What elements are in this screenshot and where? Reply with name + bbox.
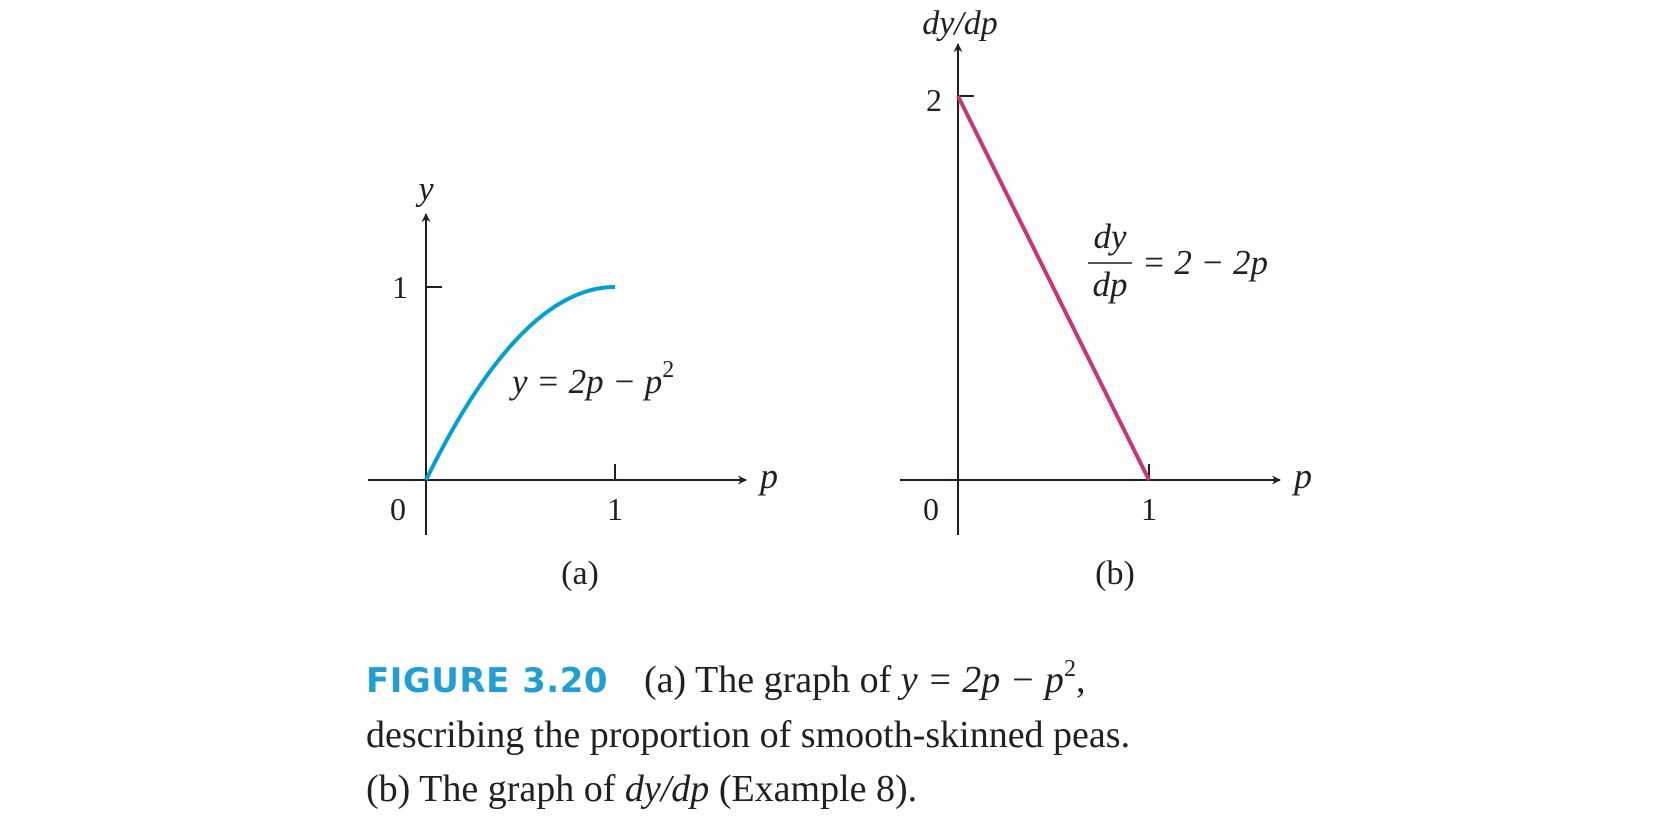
panel-b-x-axis-label: p bbox=[1291, 456, 1312, 496]
caption-line-1: FIGURE 3.20 (a) The graph of y = 2p − p2, bbox=[366, 642, 1566, 708]
panel-b: 0 1 2 p dy/dp dy dp = 2 − 2p (b) bbox=[900, 5, 1312, 592]
caption-line-3: (b) The graph of dy/dp (Example 8). bbox=[366, 762, 1566, 816]
panel-a-x-axis-label: p bbox=[757, 456, 778, 496]
panel-b-y-tick-label: 2 bbox=[926, 82, 942, 118]
panel-a-y-axis-label: y bbox=[415, 171, 434, 208]
panel-a: 0 1 1 p y y = 2p − p2 (a) bbox=[368, 171, 778, 592]
caption-line-3-pre: (b) The graph of bbox=[366, 768, 625, 810]
panel-b-label-numerator: dy bbox=[1093, 217, 1127, 256]
panel-b-x-tick-label: 1 bbox=[1141, 491, 1157, 527]
caption-line-1-post: , bbox=[1075, 659, 1086, 701]
panel-b-origin-label: 0 bbox=[923, 491, 939, 527]
panel-a-curve-label-lhs: y = 2p − p bbox=[509, 362, 662, 401]
panel-a-y-tick-label: 1 bbox=[392, 269, 408, 305]
caption-line-3-math: dy/dp bbox=[624, 768, 710, 810]
caption-line-1-exp: 2 bbox=[1063, 656, 1076, 682]
figure-graphs: 0 1 1 p y y = 2p − p2 (a) 0 1 2 p dy/dp … bbox=[368, 5, 1312, 592]
panel-b-label-rhs: = 2 − 2p bbox=[1142, 243, 1268, 282]
caption-line-1-math: y = 2p − p bbox=[900, 659, 1064, 701]
caption-line-3-post: (Example 8). bbox=[709, 768, 918, 810]
panel-b-line bbox=[956, 95, 1151, 481]
figure-label: FIGURE 3.20 bbox=[366, 661, 609, 701]
panel-b-label-denominator: dp bbox=[1093, 265, 1128, 304]
caption-line-1-pre: (a) The graph of bbox=[644, 659, 901, 701]
figure-caption: FIGURE 3.20 (a) The graph of y = 2p − p2,… bbox=[366, 642, 1566, 816]
panel-a-curve bbox=[424, 285, 616, 481]
panel-b-y-axis-label: dy/dp bbox=[922, 5, 998, 42]
panel-b-caption: (b) bbox=[1095, 555, 1135, 592]
panel-a-origin-label: 0 bbox=[390, 491, 406, 527]
panel-a-curve-label-exp: 2 bbox=[662, 357, 674, 383]
panel-a-curve-label: y = 2p − p2 bbox=[509, 357, 674, 401]
caption-line-2: describing the proportion of smooth-skin… bbox=[366, 714, 1131, 756]
panel-a-x-tick-label: 1 bbox=[607, 491, 623, 527]
panel-a-caption: (a) bbox=[561, 555, 599, 592]
